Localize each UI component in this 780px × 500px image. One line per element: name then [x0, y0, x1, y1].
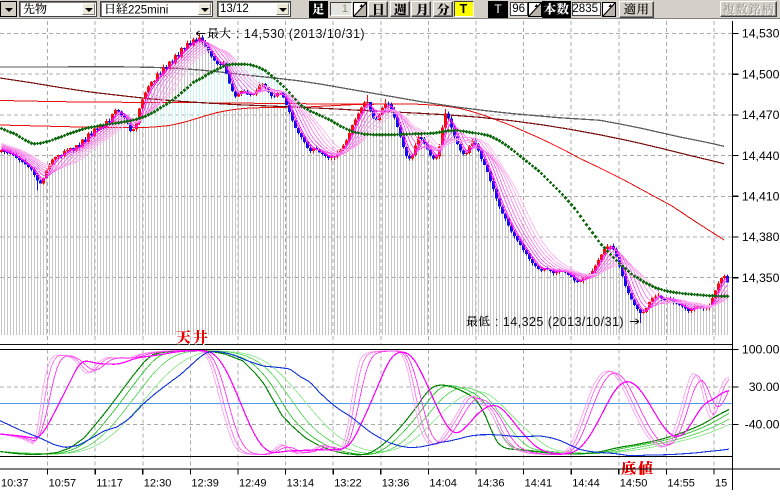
svg-text:-40.00: -40.00	[745, 418, 780, 432]
svg-text:13:22: 13:22	[334, 478, 362, 490]
svg-text:11:17: 11:17	[96, 478, 123, 490]
svg-text:14:44: 14:44	[572, 478, 600, 490]
svg-text:14:50: 14:50	[620, 478, 648, 490]
svg-text:12:49: 12:49	[239, 478, 267, 490]
svg-text:14,440: 14,440	[742, 149, 780, 163]
svg-text:10:37: 10:37	[1, 478, 29, 490]
svg-text:14:55: 14:55	[667, 478, 695, 490]
svg-text:10:57: 10:57	[49, 478, 77, 490]
svg-text:225mini: 225mini	[128, 5, 168, 17]
svg-text:14,410: 14,410	[742, 190, 780, 204]
svg-text:14,380: 14,380	[742, 230, 780, 244]
svg-text:30.00: 30.00	[749, 380, 780, 394]
svg-text:14,350: 14,350	[742, 271, 780, 285]
svg-text:13:36: 13:36	[382, 478, 410, 490]
svg-text:14:36: 14:36	[477, 478, 505, 490]
svg-text:12:39: 12:39	[191, 478, 219, 490]
svg-text:14,530: 14,530	[742, 27, 780, 41]
svg-text:14:04: 14:04	[429, 478, 457, 490]
svg-text:15: 15	[715, 478, 727, 490]
svg-text:12:30: 12:30	[144, 478, 172, 490]
svg-text:100.00: 100.00	[742, 343, 780, 357]
svg-text:: 14,530 (2013/10/31): : 14,530 (2013/10/31)	[236, 27, 365, 41]
svg-text:: 14,325 (2013/10/31): : 14,325 (2013/10/31)	[495, 315, 624, 329]
svg-text:14,470: 14,470	[742, 108, 780, 122]
svg-text:13:14: 13:14	[287, 478, 315, 490]
svg-text:14:41: 14:41	[525, 478, 553, 490]
svg-text:14,500: 14,500	[742, 67, 780, 81]
